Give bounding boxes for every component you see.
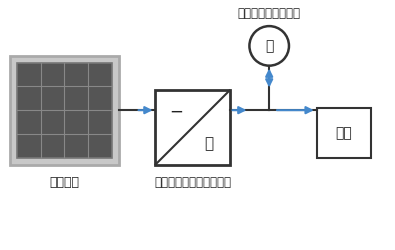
Text: 太陽電池: 太陽電池: [49, 176, 79, 190]
Text: ～: ～: [265, 39, 273, 53]
Text: ～: ～: [204, 136, 213, 151]
Bar: [10, 56, 119, 164]
Text: 電力会社の電力系統: 電力会社の電力系統: [238, 7, 301, 20]
Bar: [17, 63, 112, 158]
Circle shape: [249, 26, 289, 66]
Text: パワーコンディショナー: パワーコンディショナー: [154, 176, 231, 190]
Text: 負荷: 負荷: [335, 126, 352, 140]
Text: −: −: [169, 102, 183, 120]
Bar: [156, 90, 229, 164]
Bar: [317, 108, 371, 158]
